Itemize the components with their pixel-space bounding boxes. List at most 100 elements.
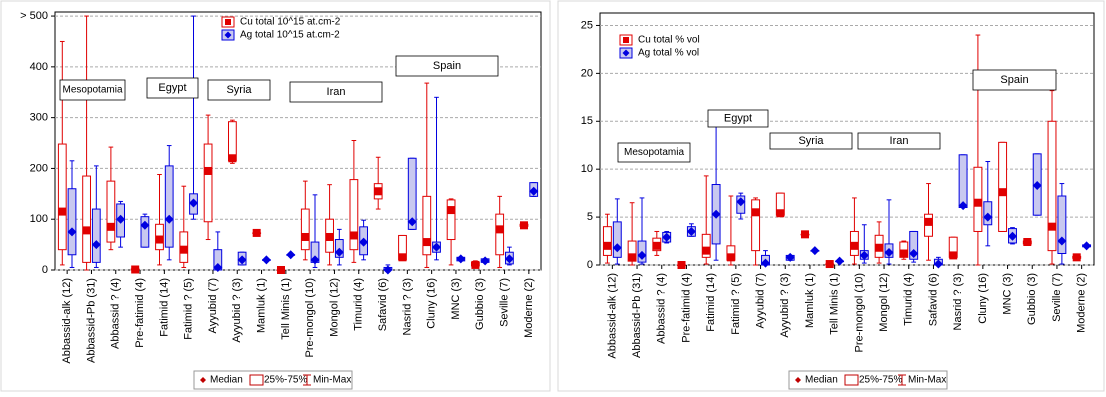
median-marker — [686, 226, 696, 236]
x-tick-label: Fatimid ? (5) — [730, 273, 742, 335]
legend-label: 25%-75% — [264, 375, 307, 386]
median-marker — [1007, 231, 1017, 241]
median-marker — [884, 248, 894, 258]
annotation-box — [707, 109, 769, 128]
median-marker — [407, 217, 417, 227]
median-marker — [1032, 180, 1042, 190]
median-marker — [810, 246, 820, 256]
median-marker — [495, 225, 504, 234]
median-marker — [398, 253, 407, 262]
median-marker — [252, 228, 261, 237]
median-marker — [801, 230, 810, 239]
chart: 0 100 200 300 400 > 500 Abbassid-alk (12) Abbas… — [20, 10, 542, 390]
legend-marker — [622, 49, 630, 57]
x-tick-label: Abbassid ? (4) — [110, 278, 122, 349]
median-marker — [504, 254, 514, 264]
median-marker — [1057, 236, 1067, 246]
box — [422, 195, 432, 256]
legend-swatch — [844, 374, 859, 386]
median-marker — [179, 245, 188, 254]
y-tick-label: > 500 — [20, 10, 48, 22]
x-tick-label: Moderne (2) — [1076, 273, 1088, 333]
median-marker — [116, 214, 126, 224]
x-tick-label: Gubbio (3) — [474, 278, 486, 330]
median-marker — [228, 154, 237, 163]
box — [998, 141, 1008, 232]
box — [1047, 120, 1057, 252]
median-marker — [785, 252, 795, 262]
x-tick-label: Gubbio (3) — [1026, 273, 1038, 325]
median-marker — [702, 246, 711, 255]
x-tick-label: Ayyubid (7) — [207, 278, 219, 333]
box — [106, 180, 116, 243]
median-marker — [924, 217, 933, 226]
legend-swatch — [249, 374, 264, 386]
median-marker — [91, 240, 101, 250]
legend-marker — [224, 31, 232, 39]
legend-label: Ag total 10^15 at.cm-2 — [240, 30, 340, 41]
x-tick-label: Mamluk (1) — [255, 278, 267, 333]
y-tick-label: 0 — [587, 259, 593, 271]
median-marker — [998, 188, 1007, 197]
legend-marker — [225, 19, 231, 25]
median-marker — [286, 250, 296, 260]
median-marker — [1072, 253, 1081, 262]
legend-label: Min-Max — [313, 375, 351, 386]
annotation: Spain — [433, 60, 461, 72]
x-tick-label: Abbassid-alk (12) — [606, 273, 618, 359]
box — [82, 175, 91, 263]
box — [958, 154, 968, 209]
median-marker — [850, 241, 859, 250]
y-tick-label: 100 — [30, 213, 48, 225]
x-tick-label: Seville (7) — [498, 278, 510, 327]
median-marker — [973, 198, 982, 207]
box — [751, 199, 761, 252]
plot-area — [54, 11, 542, 271]
box — [701, 233, 711, 258]
median-marker — [204, 166, 213, 175]
x-tick-label: Moderne (2) — [523, 278, 535, 338]
box — [1057, 195, 1067, 255]
annotation-box — [769, 132, 853, 150]
x-tick-label: Fatimid (14) — [158, 278, 170, 337]
median-marker — [432, 242, 442, 252]
median-marker — [859, 250, 869, 260]
median-marker — [276, 266, 285, 274]
legend-label: Median — [805, 375, 838, 386]
y-tick-label: 5 — [587, 211, 593, 223]
legend-swatch — [303, 374, 311, 386]
legend-marker — [795, 377, 801, 383]
legend-label: Median — [210, 375, 243, 386]
legend-swatch — [898, 374, 906, 386]
annotation: Iran — [890, 135, 909, 147]
annotation: Mesopotamia — [624, 147, 684, 158]
median-marker — [189, 198, 199, 208]
median-marker — [662, 232, 672, 242]
median-marker — [213, 262, 223, 272]
median-marker — [1023, 238, 1032, 247]
median-marker — [652, 241, 661, 250]
median-marker — [711, 209, 721, 219]
median-marker — [760, 258, 770, 268]
median-marker — [310, 255, 320, 265]
median-marker — [736, 197, 746, 207]
median-marker — [825, 260, 834, 269]
annotation-box — [59, 79, 126, 101]
box — [91, 208, 101, 263]
x-tick-label: Cluny (16) — [426, 278, 438, 329]
y-tick-label: 200 — [30, 162, 48, 174]
x-tick-label: Abbassid-Pb (31) — [631, 273, 643, 358]
box — [446, 199, 456, 241]
median-marker — [82, 226, 91, 235]
annotation-box — [207, 79, 271, 101]
median-marker — [612, 243, 622, 253]
x-tick-label: Tell Minis (1) — [280, 278, 292, 340]
median-marker — [334, 247, 344, 257]
x-tick-label: Nasrid ? (3) — [952, 273, 964, 330]
median-marker — [374, 187, 383, 196]
median-marker — [519, 221, 528, 230]
annotation-box — [857, 132, 941, 150]
legend-marker — [623, 37, 629, 43]
median-marker — [58, 207, 67, 216]
box — [203, 143, 213, 223]
